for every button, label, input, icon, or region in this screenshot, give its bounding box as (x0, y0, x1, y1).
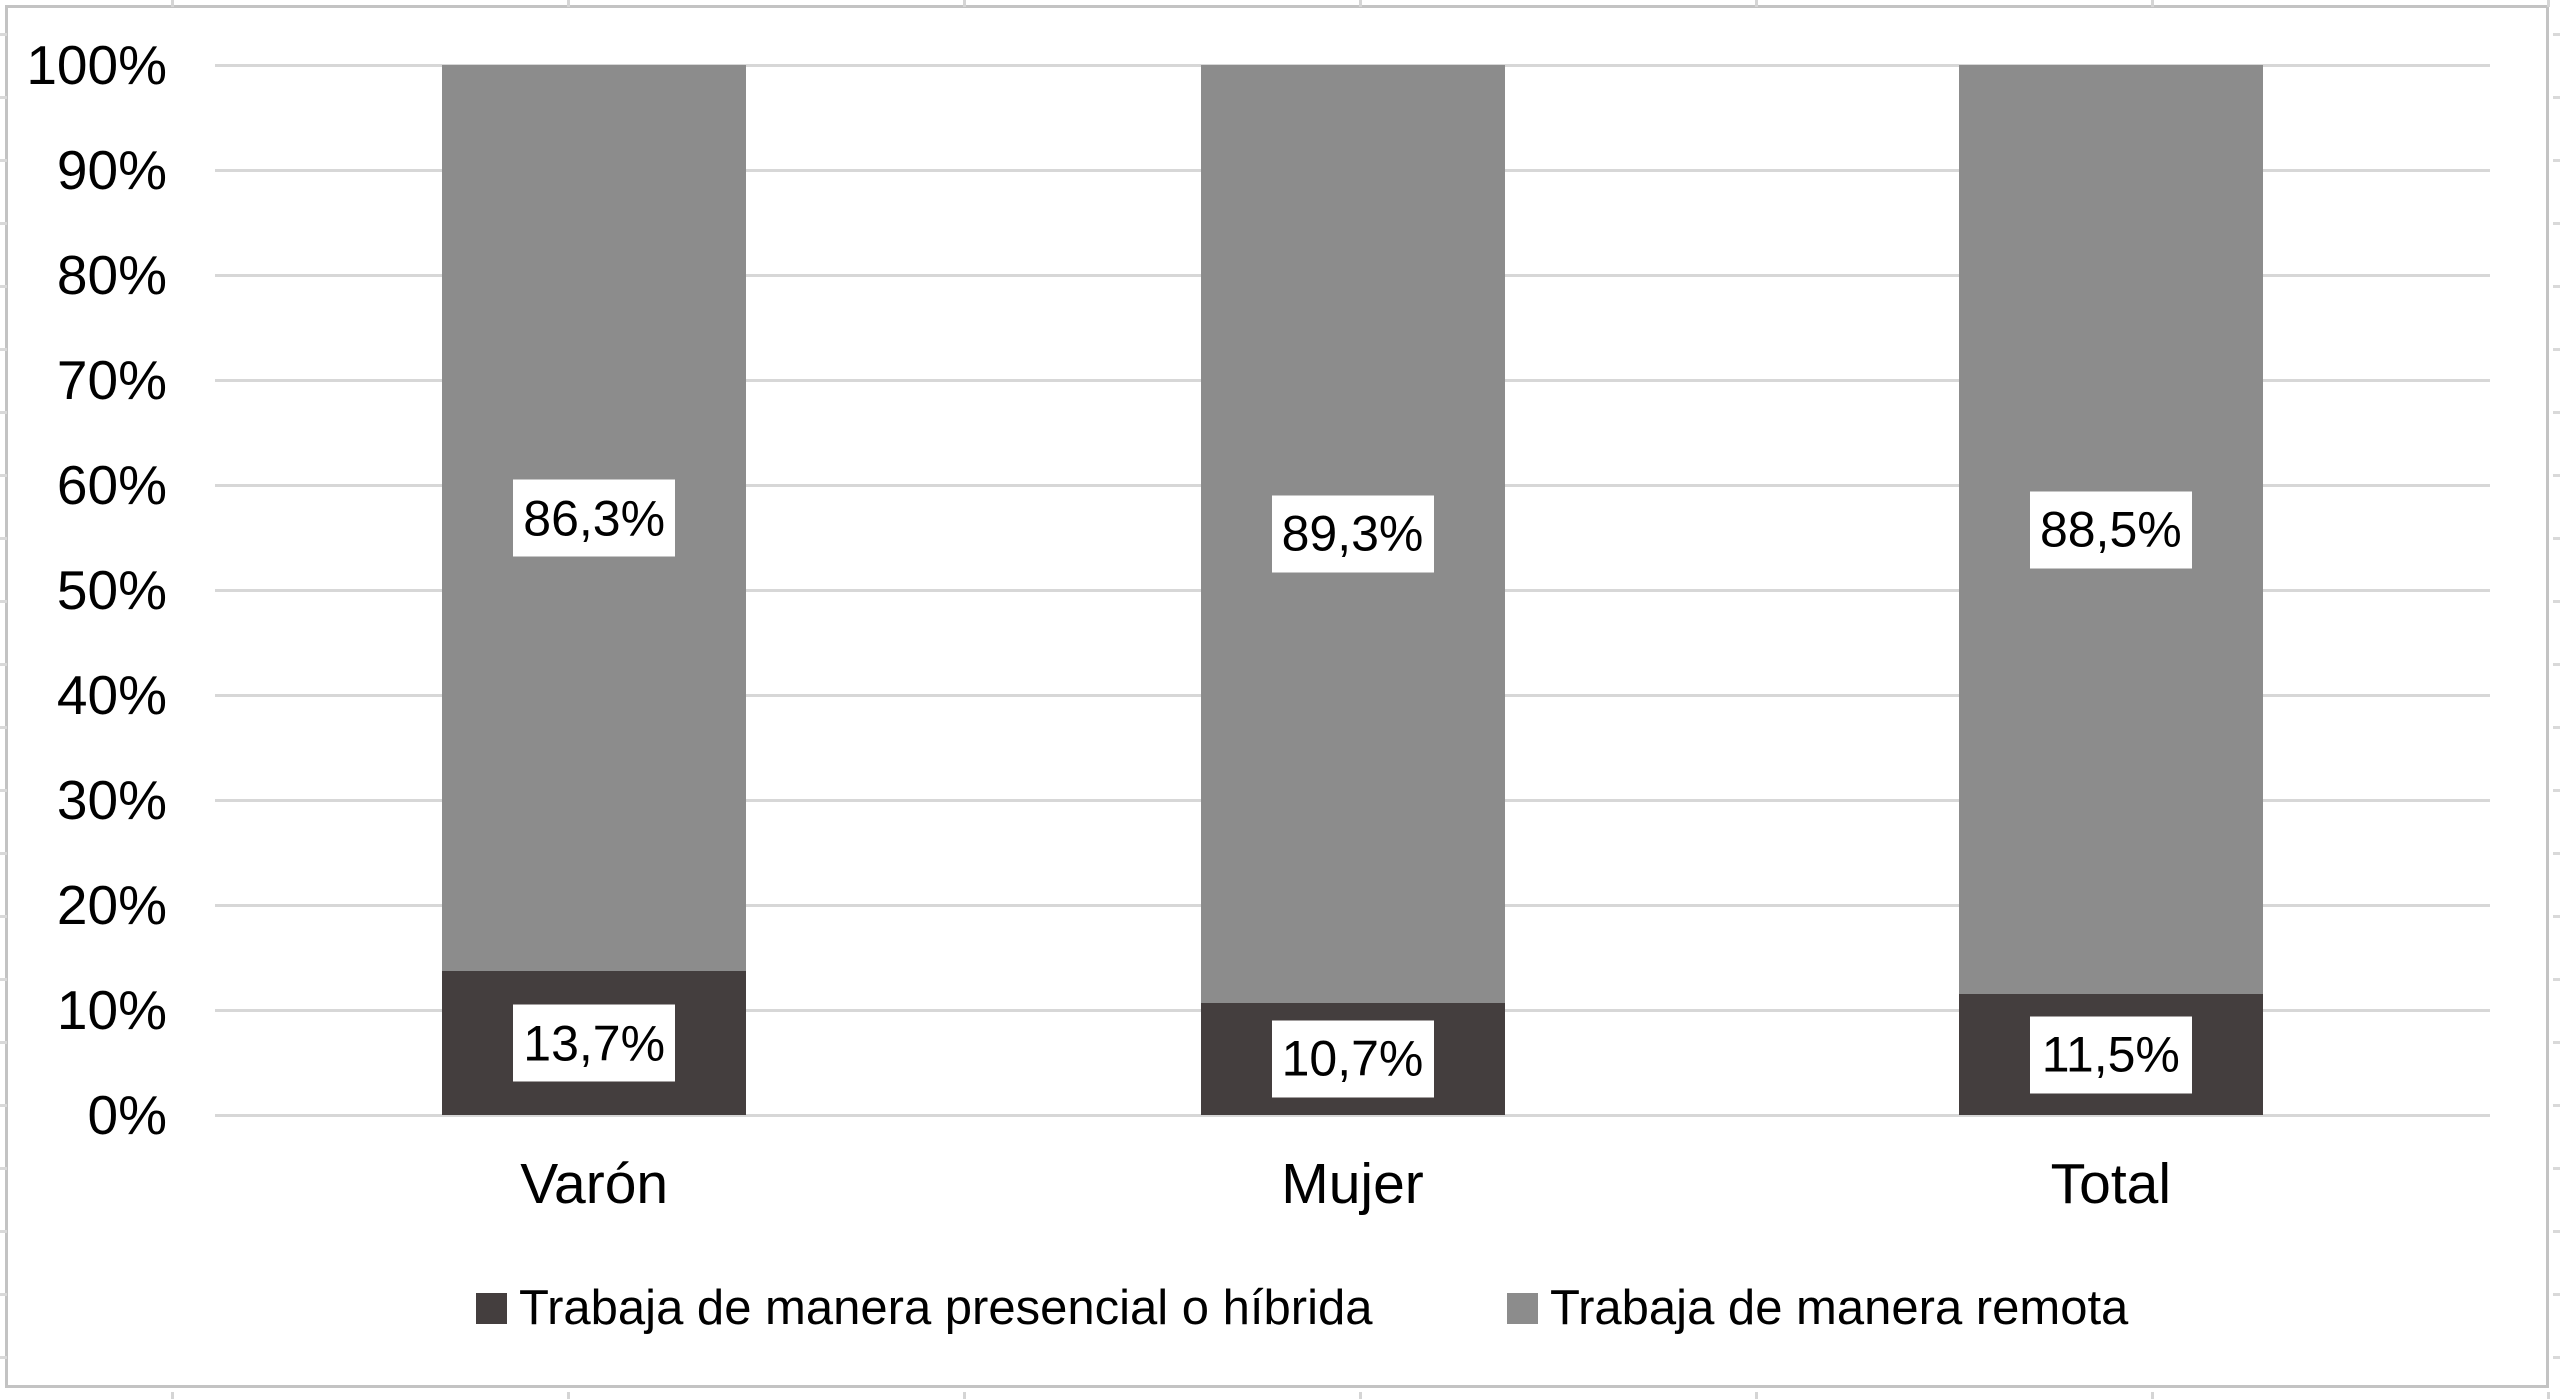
legend-item-remota: Trabaja de manera remota (1507, 1278, 2128, 1338)
spreadsheet-cell-tick (2553, 159, 2560, 162)
category-label: Varón (520, 1152, 669, 1216)
spreadsheet-cell-tick (2151, 0, 2154, 7)
category-label: Total (2050, 1152, 2172, 1216)
spreadsheet-cell-tick (171, 1392, 174, 1399)
spreadsheet-cell-tick (2553, 1041, 2560, 1044)
spreadsheet-cell-tick (0, 1167, 7, 1170)
spreadsheet-cell-tick (2553, 96, 2560, 99)
y-tick-label: 40% (56, 664, 167, 726)
spreadsheet-cell-tick (0, 1293, 7, 1296)
y-tick-label: 30% (56, 769, 167, 831)
spreadsheet-cell-tick (2553, 222, 2560, 225)
gridline (215, 1114, 2490, 1117)
legend-swatch-remota-icon (1507, 1292, 1538, 1324)
legend-item-presencial: Trabaja de manera presencial o híbrida (476, 1278, 1372, 1338)
spreadsheet-cell-tick (2553, 285, 2560, 288)
spreadsheet-cell-tick (2553, 978, 2560, 981)
spreadsheet-cell-tick (2553, 348, 2560, 351)
data-label: 11,5% (2029, 1016, 2192, 1094)
spreadsheet-cell-tick (0, 285, 7, 288)
legend-label-presencial: Trabaja de manera presencial o híbrida (519, 1281, 1373, 1335)
spreadsheet-cell-tick (0, 789, 7, 792)
y-tick-label: 20% (56, 874, 167, 936)
spreadsheet-cell-tick (0, 1230, 7, 1233)
spreadsheet-cell-tick (2553, 411, 2560, 414)
spreadsheet-cell-tick (171, 0, 174, 7)
spreadsheet-cell-tick (1755, 1392, 1758, 1399)
data-label: 10,7% (1271, 1020, 1434, 1098)
spreadsheet-cell-tick (2553, 1167, 2560, 1170)
data-label: 13,7% (513, 1004, 676, 1082)
spreadsheet-cell-tick (2553, 663, 2560, 666)
spreadsheet-cell-tick (2553, 1356, 2560, 1359)
legend-label-remota: Trabaja de manera remota (1550, 1281, 2129, 1335)
y-tick-label: 60% (56, 454, 167, 516)
data-label: 89,3% (1271, 495, 1434, 573)
spreadsheet-cell-tick (0, 852, 7, 855)
y-tick-label: 100% (26, 34, 167, 96)
spreadsheet-cell-tick (0, 222, 7, 225)
spreadsheet-cell-tick (0, 1104, 7, 1107)
spreadsheet-cell-tick (2553, 1104, 2560, 1107)
spreadsheet-cell-tick (2151, 1392, 2154, 1399)
spreadsheet-cell-tick (0, 600, 7, 603)
spreadsheet-cell-tick (0, 33, 7, 36)
spreadsheet-cell-tick (0, 663, 7, 666)
spreadsheet-cell-tick (963, 0, 966, 7)
spreadsheet-cell-tick (0, 474, 7, 477)
spreadsheet-cell-tick (0, 1041, 7, 1044)
y-tick-label: 70% (56, 349, 167, 411)
spreadsheet-cell-tick (2553, 33, 2560, 36)
spreadsheet-cell-tick (2553, 1230, 2560, 1233)
spreadsheet-cell-tick (0, 915, 7, 918)
spreadsheet-cell-tick (567, 1392, 570, 1399)
y-tick-label: 90% (56, 139, 167, 201)
spreadsheet-cell-tick (0, 348, 7, 351)
spreadsheet-cell-tick (0, 978, 7, 981)
y-tick-label: 80% (56, 244, 167, 306)
y-tick-label: 0% (87, 1084, 168, 1146)
spreadsheet-cell-tick (2553, 726, 2560, 729)
y-tick-label: 50% (56, 559, 167, 621)
spreadsheet-cell-tick (2547, 0, 2550, 7)
data-label: 86,3% (513, 479, 676, 557)
spreadsheet-cell-tick (2553, 789, 2560, 792)
spreadsheet-cell-tick (2553, 1293, 2560, 1296)
spreadsheet-cell-tick (1359, 0, 1362, 7)
spreadsheet-cell-tick (2547, 1392, 2550, 1399)
spreadsheet-cell-tick (0, 537, 7, 540)
spreadsheet-cell-tick (0, 411, 7, 414)
spreadsheet-cell-tick (2553, 600, 2560, 603)
category-label: Mujer (1281, 1152, 1424, 1216)
legend-swatch-presencial-icon (476, 1292, 507, 1324)
spreadsheet-cell-tick (2553, 474, 2560, 477)
spreadsheet-cell-tick (0, 726, 7, 729)
spreadsheet-cell-tick (1755, 0, 1758, 7)
data-label: 88,5% (2029, 491, 2192, 569)
spreadsheet-cell-tick (0, 159, 7, 162)
spreadsheet-cell-tick (0, 1356, 7, 1359)
spreadsheet-cell-tick (567, 0, 570, 7)
spreadsheet-cell-tick (2553, 537, 2560, 540)
spreadsheet-cell-tick (963, 1392, 966, 1399)
spreadsheet-cell-tick (0, 96, 7, 99)
spreadsheet-cell-tick (2553, 915, 2560, 918)
spreadsheet-cell-tick (2553, 852, 2560, 855)
spreadsheet-cell-tick (1359, 1392, 1362, 1399)
y-tick-label: 10% (56, 979, 167, 1041)
